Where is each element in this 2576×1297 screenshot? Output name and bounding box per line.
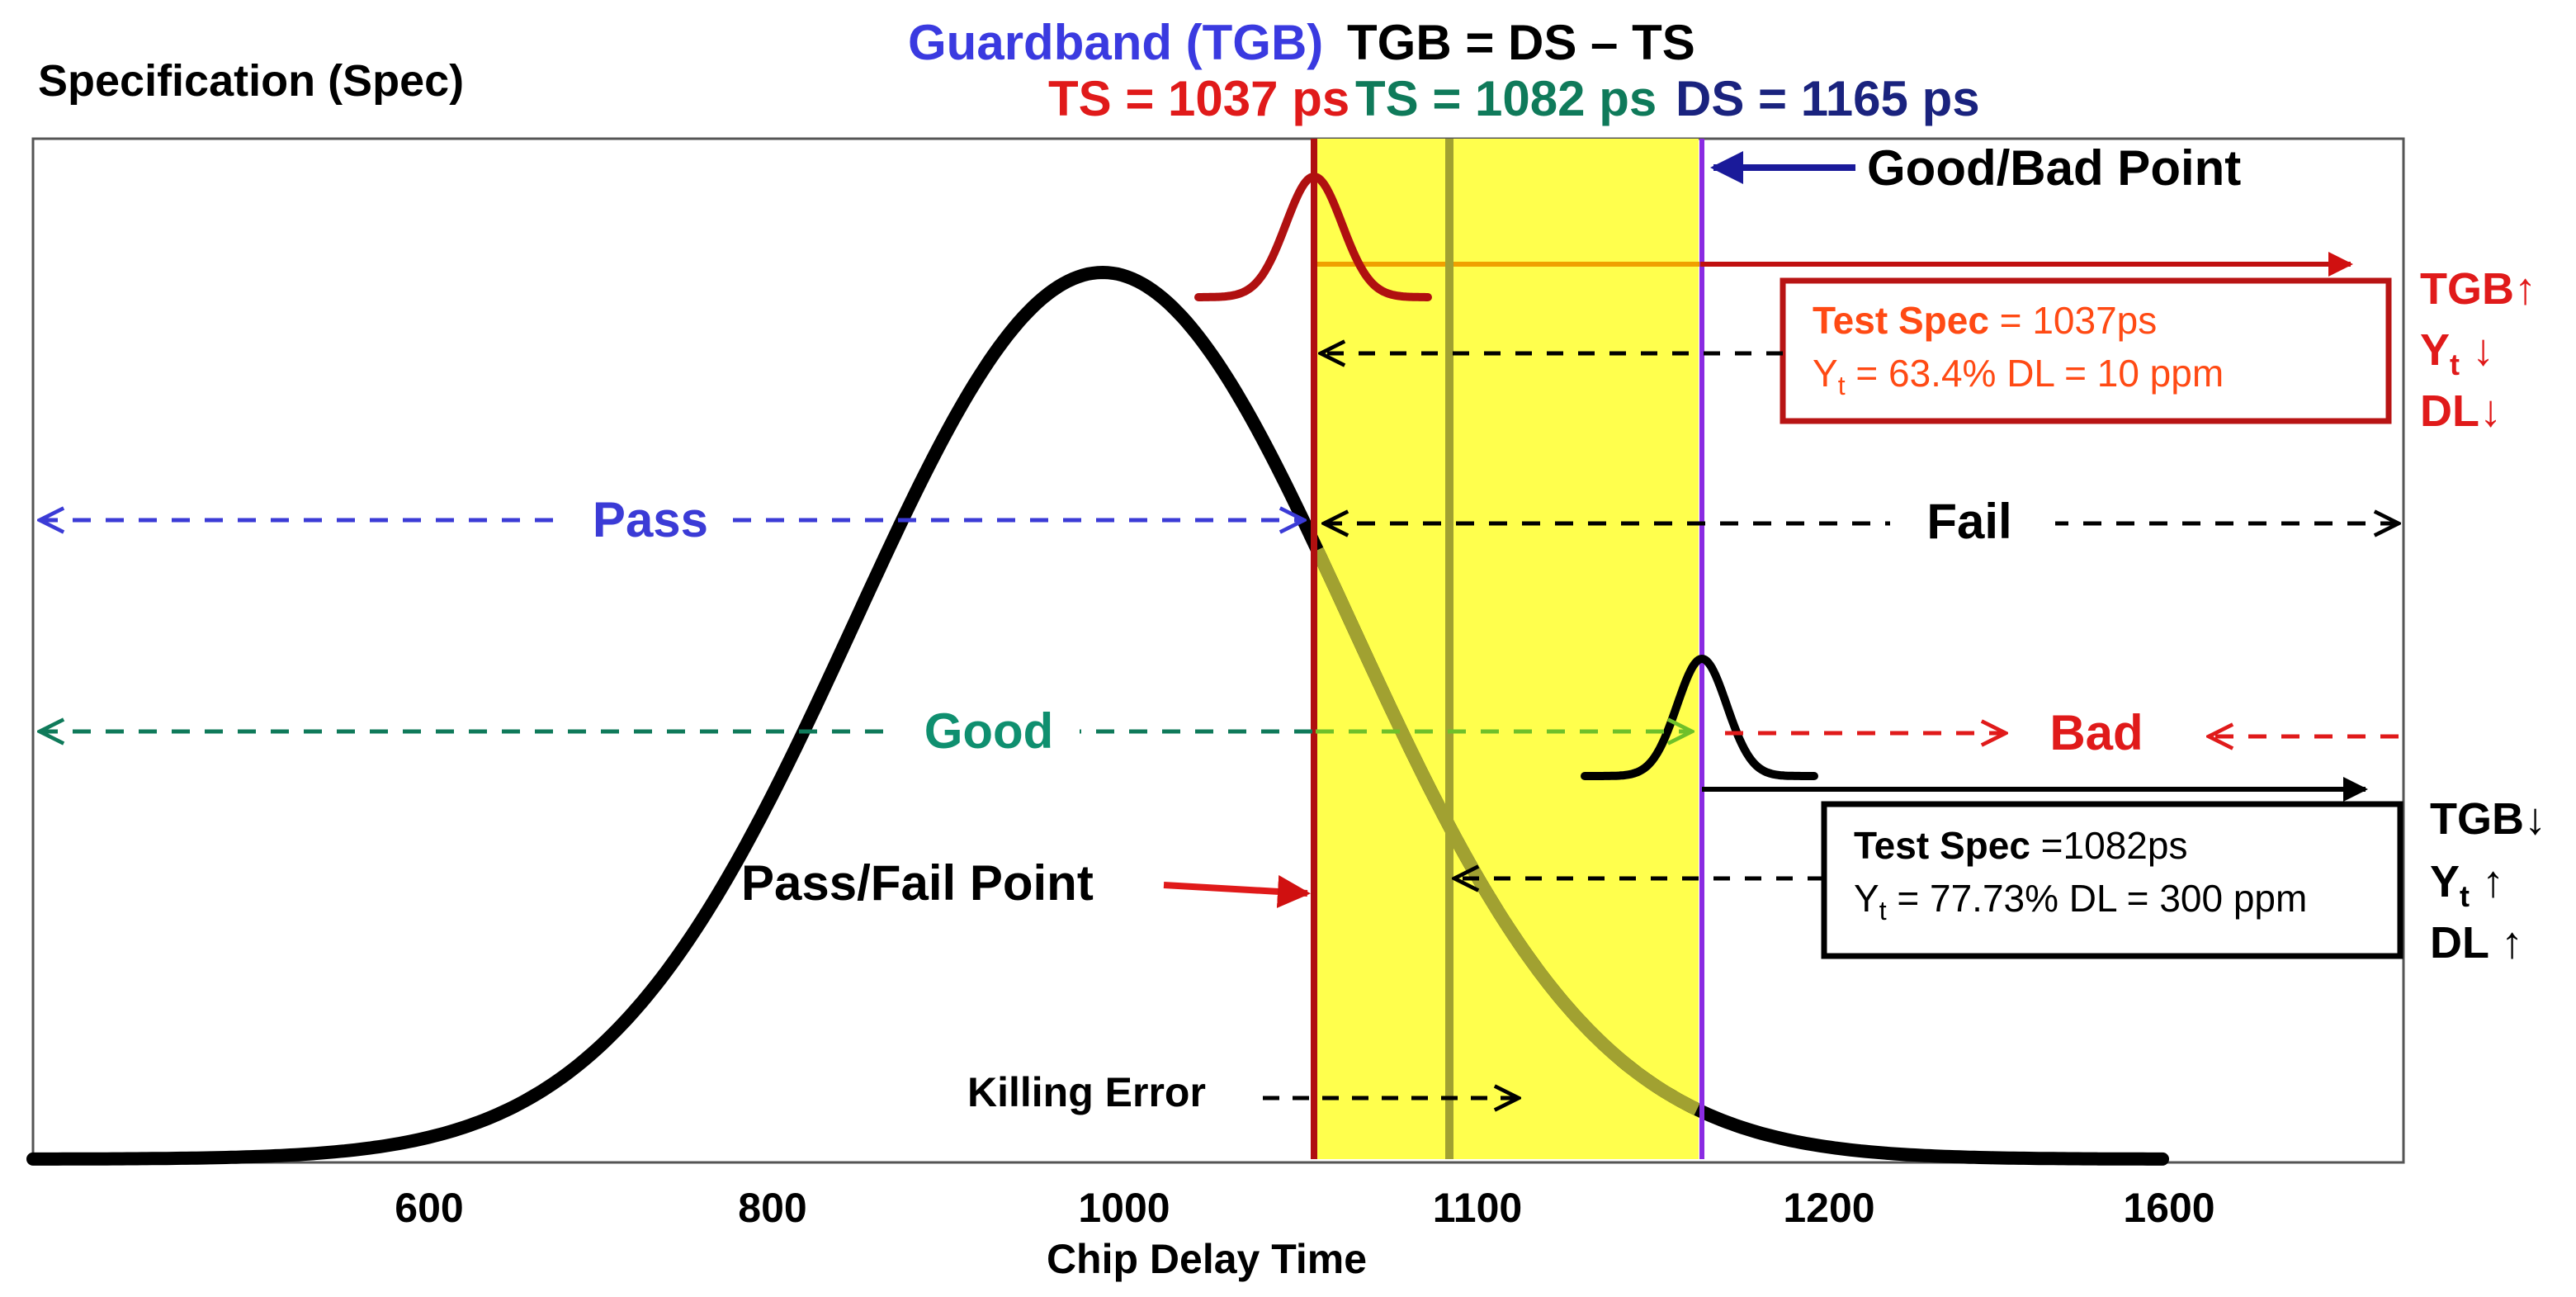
test-spec-1037-yield-sym: Y bbox=[1813, 352, 1838, 395]
test-spec-1082-yield-sym: Y bbox=[1854, 877, 1879, 920]
test-spec-1082-line2: Yt = 77.73% DL = 300 ppm bbox=[1854, 877, 2307, 925]
delay-distribution-curve bbox=[26, 265, 2169, 1166]
x-axis-ticks: 600 800 1000 1100 1200 1600 bbox=[395, 1185, 2214, 1231]
x-tick-1200: 1200 bbox=[1783, 1185, 1874, 1231]
trend-1082-tgb: TGB↓ bbox=[2430, 794, 2546, 844]
good-bad-point-label: Good/Bad Point bbox=[1867, 140, 2241, 196]
x-tick-800: 800 bbox=[738, 1185, 806, 1231]
trend-1037-yield-arrow: ↓ bbox=[2460, 325, 2494, 375]
x-tick-600: 600 bbox=[395, 1185, 463, 1231]
pass-label: Pass bbox=[593, 492, 708, 547]
design-spec-small-distribution bbox=[1581, 654, 1818, 780]
guardband-band bbox=[1317, 139, 1699, 1159]
test-spec-1082-line1: Test Spec =1082ps bbox=[1854, 824, 2187, 867]
trend-1082-yield-sub: t bbox=[2460, 879, 2470, 913]
x-tick-1000: 1000 bbox=[1078, 1185, 1170, 1231]
ts-1037-label: TS = 1037 ps bbox=[1048, 71, 1349, 126]
test-spec-1082-yield-sub: t bbox=[1879, 896, 1887, 925]
test-spec-1082-yield-rest: = 77.73% DL = 300 ppm bbox=[1887, 877, 2308, 920]
test-spec-1037-yield-sub: t bbox=[1838, 371, 1846, 400]
x-tick-1600: 1600 bbox=[2123, 1185, 2214, 1231]
pass-fail-point-label: Pass/Fail Point bbox=[741, 855, 1094, 911]
test-spec-1082-key: Test Spec bbox=[1854, 824, 2030, 867]
trend-1082-yield: Yt ↑ bbox=[2430, 857, 2504, 913]
ds-1165-label: DS = 1165 ps bbox=[1676, 71, 1980, 126]
trend-1037-yield-sym: Y bbox=[2420, 325, 2450, 375]
test-spec-1037-key: Test Spec bbox=[1813, 299, 1989, 342]
good-label-bg bbox=[898, 702, 1080, 760]
fail-label-bg bbox=[1890, 494, 2055, 551]
trend-1037-yield-sub: t bbox=[2450, 348, 2460, 381]
trend-1082-dl: DL ↑ bbox=[2430, 918, 2523, 968]
test-spec-1037-line1: Test Spec = 1037ps bbox=[1813, 299, 2157, 342]
bad-label: Bad bbox=[2049, 705, 2143, 760]
test-spec-1037-value: = 1037ps bbox=[1989, 299, 2157, 342]
trend-1082-yield-sym: Y bbox=[2430, 857, 2460, 906]
good-label: Good bbox=[924, 703, 1054, 759]
test-spec-1037-box bbox=[1780, 277, 2392, 424]
test-spec-1037-yield-rest: = 63.4% DL = 10 ppm bbox=[1846, 352, 2224, 395]
x-tick-1100: 1100 bbox=[1433, 1185, 1522, 1231]
test-spec-1082-value: =1082ps bbox=[2030, 824, 2188, 867]
guardband-label: Guardband (TGB) bbox=[908, 15, 1323, 70]
killing-error-label: Killing Error bbox=[967, 1069, 1206, 1115]
test-spec-1082-box bbox=[1821, 801, 2403, 959]
tgb-formula: TGB = DS – TS bbox=[1347, 15, 1695, 70]
trend-1082-yield-arrow: ↑ bbox=[2470, 857, 2504, 906]
fail-label: Fail bbox=[1926, 494, 2011, 549]
delay-distribution-tail-in-guardband bbox=[1311, 547, 1700, 1115]
pass-label-bg bbox=[568, 492, 733, 548]
test-spec-1037-line2: Yt = 63.4% DL = 10 ppm bbox=[1813, 352, 2224, 400]
x-axis-title: Chip Delay Time bbox=[1047, 1236, 1367, 1282]
ts-1082-label: TS = 1082 ps bbox=[1355, 71, 1657, 126]
test-spec-1037-small-distribution bbox=[1194, 172, 1432, 301]
spec-label: Specification (Spec) bbox=[38, 56, 464, 106]
trend-1037-yield: Yt ↓ bbox=[2420, 325, 2494, 381]
trend-1037-tgb: TGB↑ bbox=[2420, 264, 2536, 314]
pass-fail-point-arrow bbox=[1163, 874, 1311, 908]
trend-1037-dl: DL↓ bbox=[2420, 386, 2502, 436]
